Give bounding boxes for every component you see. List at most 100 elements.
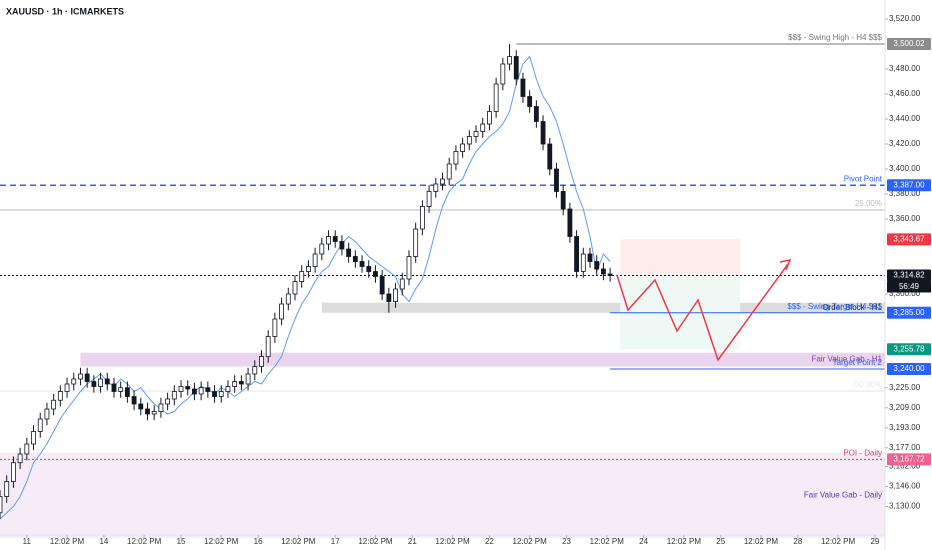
- x-tick-label: 12:02 PM: [127, 537, 162, 546]
- x-tick-label: 12:02 PM: [358, 537, 393, 546]
- y-tick-label: 3,400.00: [889, 164, 921, 173]
- candle-body: [98, 378, 103, 387]
- price-box: [887, 233, 931, 246]
- candle-body: [17, 453, 23, 464]
- y-tick-label: 3,146.00: [889, 482, 921, 491]
- candle-body: [507, 56, 512, 65]
- x-tick-label: 12:02 PM: [281, 537, 316, 546]
- candle-body: [158, 403, 164, 412]
- y-tick-label: 3,209.00: [889, 403, 921, 412]
- x-tick-label: 12:02 PM: [513, 537, 548, 546]
- x-tick-label: 25: [716, 537, 725, 546]
- candle-body: [265, 336, 271, 357]
- level-label: 50.00%: [855, 380, 882, 389]
- candle-body: [574, 236, 580, 272]
- x-tick-label: 11: [23, 537, 32, 546]
- level-label: Target Point 2: [833, 358, 883, 367]
- candle-body: [607, 273, 613, 276]
- candles: [0, 43, 613, 520]
- candle-body: [57, 391, 63, 401]
- zone: [80, 352, 886, 367]
- candle-body: [440, 178, 445, 185]
- y-tick-label: 3,480.00: [889, 64, 921, 73]
- candle-body: [600, 268, 606, 275]
- zone-label: Fair Value Gab - Daily: [804, 490, 882, 499]
- candle-body: [393, 288, 398, 302]
- candle-body: [259, 356, 264, 367]
- price-labels: 3,343.67 3,255.78 3,500.02 3,387.00 3,314.82…: [887, 37, 931, 466]
- candle-body: [466, 136, 472, 145]
- x-tick-label: 12:02 PM: [821, 537, 856, 546]
- candle-body: [305, 266, 311, 272]
- candle-body: [453, 151, 459, 165]
- candle-body: [31, 431, 36, 445]
- candle-body: [547, 143, 553, 170]
- candle-body: [346, 248, 352, 257]
- candle-body: [212, 391, 217, 397]
- candle-body: [560, 191, 566, 210]
- candle-body: [359, 261, 365, 267]
- candle-body: [232, 381, 238, 387]
- price-box-label: 3,314.82: [893, 271, 925, 280]
- x-tick-label: 16: [254, 537, 263, 546]
- y-tick-label: 3,460.00: [889, 89, 921, 98]
- candle-body: [64, 383, 70, 392]
- candle-body: [594, 261, 600, 270]
- price-box-label: 3,500.02: [893, 39, 925, 48]
- zone-label: Fair Value Gab - H1: [811, 355, 882, 364]
- countdown: 56:49: [899, 282, 920, 291]
- y-tick-label: 3,440.00: [889, 114, 921, 123]
- candle-body: [192, 388, 197, 395]
- candle-body: [580, 253, 586, 272]
- level-label: 25.00%: [855, 199, 882, 208]
- candle-body: [352, 256, 358, 262]
- candle-body: [51, 399, 57, 410]
- candle-body: [205, 387, 211, 392]
- candle-body: [84, 373, 90, 382]
- zone: [620, 239, 741, 276]
- candle-body: [24, 443, 30, 455]
- moving-average: [0, 55, 611, 520]
- y-tick-label: 3,225.00: [889, 383, 921, 392]
- candle-body: [319, 243, 325, 255]
- price-box: [887, 343, 931, 356]
- candle-body: [587, 253, 593, 262]
- candle-body: [10, 462, 16, 482]
- candle-body: [326, 236, 331, 245]
- candle-body: [339, 241, 345, 250]
- candle-body: [272, 318, 278, 337]
- countdown-box: [887, 281, 931, 293]
- candle-body: [567, 208, 573, 237]
- candle-body: [71, 378, 77, 385]
- candle-body: [238, 381, 244, 385]
- candle-body: [138, 403, 144, 410]
- candle-body: [399, 278, 405, 290]
- candle-body: [480, 123, 486, 132]
- candle-body: [165, 398, 171, 405]
- y-tick-label: 3,300.00: [889, 289, 921, 298]
- candle-body: [44, 408, 50, 420]
- zone: [0, 452, 885, 538]
- candle-body: [473, 131, 479, 137]
- price-box: [887, 269, 931, 282]
- candle-body: [279, 303, 285, 320]
- candle-body: [386, 293, 392, 302]
- candle-body: [198, 387, 204, 395]
- candle-body: [225, 386, 231, 392]
- candle-body: [413, 228, 419, 257]
- candle-body: [520, 78, 526, 97]
- candle-body: [78, 373, 83, 380]
- candle-body: [0, 496, 3, 514]
- candle-body: [292, 281, 298, 295]
- candle-body: [124, 387, 130, 397]
- candle-body: [533, 106, 539, 122]
- x-tick-label: 14: [99, 537, 108, 546]
- x-tick-label: 29: [870, 537, 879, 546]
- candle-body: [332, 236, 338, 242]
- y-tick-label: 3,193.00: [889, 423, 921, 432]
- candle-body: [245, 373, 251, 385]
- x-tick-label: 12:02 PM: [50, 537, 85, 546]
- x-tick-label: 12:02 PM: [435, 537, 470, 546]
- zone: [321, 302, 885, 313]
